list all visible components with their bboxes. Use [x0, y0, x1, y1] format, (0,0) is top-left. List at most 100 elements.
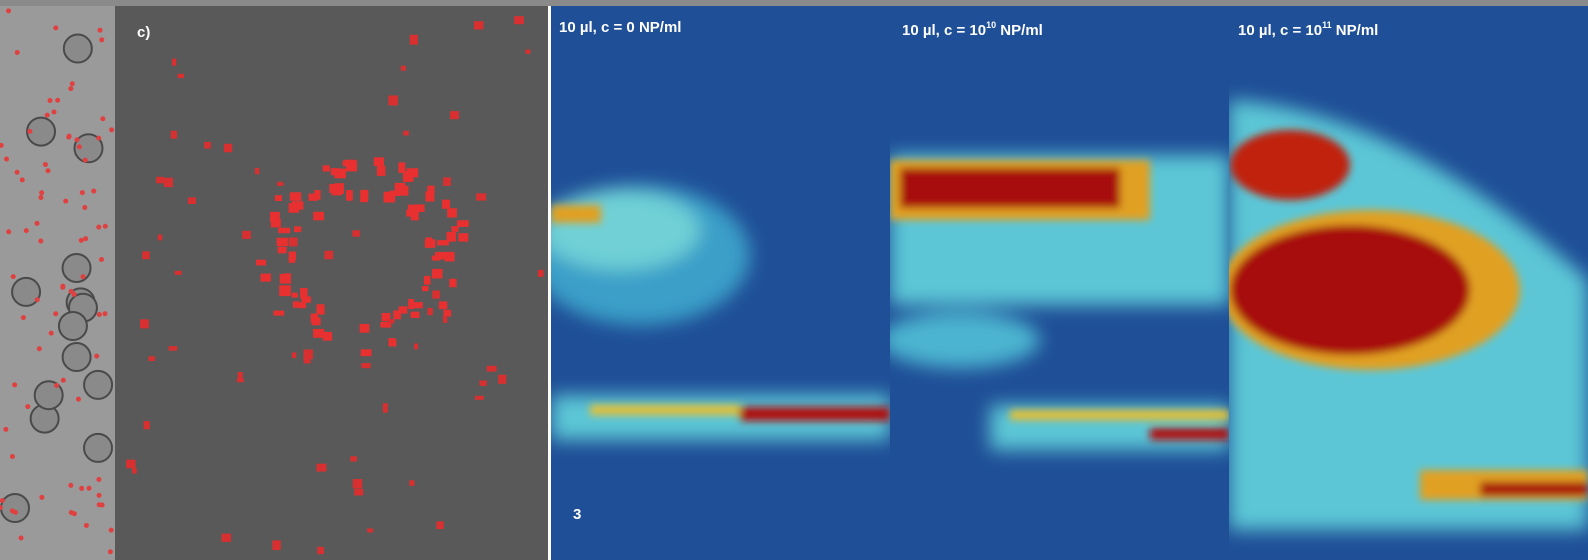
cell: [1, 494, 29, 522]
cell: [67, 134, 72, 139]
top-border: [0, 0, 1588, 6]
cell: [84, 434, 112, 462]
cell: [96, 136, 101, 141]
cell: [324, 251, 333, 259]
cell: [76, 397, 81, 402]
cell: [68, 86, 73, 91]
cell: [280, 274, 289, 284]
cell: [279, 285, 291, 296]
cell: [261, 274, 271, 282]
cell: [142, 251, 149, 259]
cell: [19, 535, 24, 540]
cell: [61, 378, 66, 383]
cell: [278, 247, 287, 253]
cell: [39, 190, 44, 195]
cell: [410, 35, 418, 45]
cell: [514, 16, 524, 24]
panel-caption: 10 µl, c = 1010 NP/ml: [902, 20, 1043, 39]
cell: [63, 254, 91, 282]
cell: [51, 109, 56, 114]
cell: [6, 8, 11, 13]
cell: [140, 319, 149, 328]
cell: [292, 352, 296, 358]
cell: [87, 486, 92, 491]
cell: [437, 240, 449, 245]
cell: [164, 178, 173, 187]
cell: [374, 157, 384, 166]
cell: [331, 168, 339, 175]
cell: [69, 510, 74, 515]
cell: [432, 291, 440, 299]
cell: [323, 165, 330, 171]
cell: [487, 366, 497, 372]
cell: [49, 331, 54, 336]
cell: [109, 528, 114, 533]
cell: [15, 170, 20, 175]
panel-caption: 10 µl, c = 1011 NP/ml: [1238, 20, 1378, 39]
cell: [278, 228, 290, 233]
cell: [60, 284, 65, 289]
cell: [144, 421, 150, 429]
cell: [54, 383, 59, 388]
cell: [367, 528, 373, 532]
cell: [100, 116, 105, 121]
cell: [242, 231, 251, 239]
cell: [317, 547, 324, 554]
cell: [427, 308, 432, 315]
cell: [97, 312, 102, 317]
cell: [3, 427, 8, 432]
cell: [408, 205, 419, 214]
cell: [103, 224, 108, 229]
cell: [175, 271, 182, 275]
cell: [37, 346, 42, 351]
cell: [479, 380, 486, 385]
cell: [317, 464, 327, 472]
cell: [301, 296, 311, 302]
cell: [25, 404, 30, 409]
cell: [361, 349, 372, 356]
cell: [11, 274, 16, 279]
cell: [55, 98, 60, 103]
cell: [84, 371, 112, 399]
cell: [313, 329, 324, 338]
cell: [171, 131, 177, 139]
cell: [99, 37, 104, 42]
cell: [275, 195, 282, 201]
cell: [289, 257, 295, 262]
cell: [10, 508, 15, 513]
cell: [77, 144, 82, 149]
cell: [6, 229, 11, 234]
cell: [401, 66, 406, 71]
cell: [38, 195, 43, 200]
cell: [411, 312, 420, 318]
cell: [403, 171, 414, 182]
cell: [403, 131, 409, 136]
cell: [64, 35, 92, 63]
cell: [388, 95, 398, 105]
cell: [48, 98, 53, 103]
figure-number: 3: [573, 506, 581, 523]
cell: [81, 274, 86, 279]
cell: [97, 493, 102, 498]
cell: [414, 343, 418, 349]
cell: [102, 311, 107, 316]
cell: [27, 129, 32, 134]
cell: [270, 212, 280, 222]
cell: [304, 350, 313, 360]
cell: [422, 286, 429, 291]
cell: [346, 190, 353, 201]
cell: [426, 237, 432, 244]
cell: [447, 208, 457, 217]
cell: [445, 252, 455, 262]
cell: [476, 193, 486, 200]
cell: [289, 203, 300, 213]
cell: [108, 549, 113, 554]
cell: [24, 228, 29, 233]
cell: [109, 127, 114, 132]
cell: [409, 480, 414, 486]
cell: [188, 197, 196, 204]
cell: [399, 306, 408, 313]
cell: [15, 50, 20, 55]
heatmap-panel: [1220, 6, 1588, 560]
cell: [384, 192, 390, 201]
